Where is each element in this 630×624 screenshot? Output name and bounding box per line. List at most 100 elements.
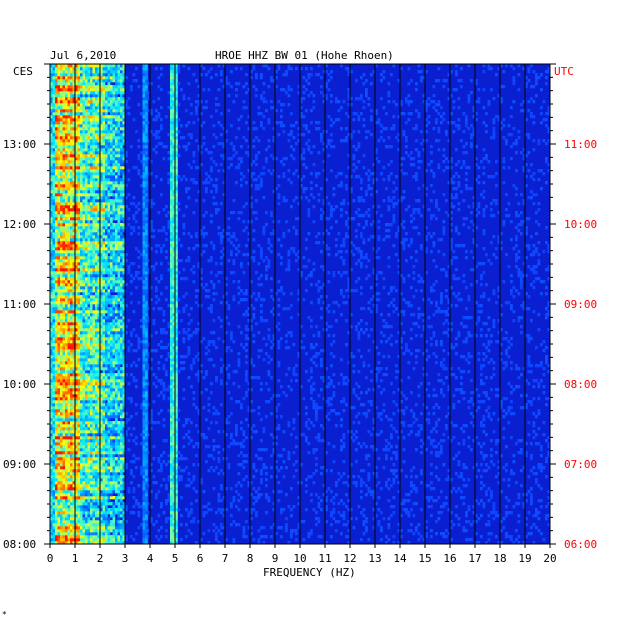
spectrogram-cell: [107, 328, 111, 332]
spectrogram-cell: [490, 448, 493, 452]
spectrogram-cell: [75, 394, 78, 398]
spectrogram-cell: [80, 403, 83, 407]
spectrogram-cell: [117, 319, 121, 323]
spectrogram-cell: [87, 442, 91, 446]
spectrogram-cell: [385, 541, 388, 545]
spectrogram-cell: [455, 505, 458, 509]
spectrogram-cell: [85, 352, 88, 356]
spectrogram-cell: [457, 475, 461, 479]
spectrogram-cell: [157, 514, 161, 518]
spectrogram-cell: [50, 367, 53, 371]
spectrogram-cell: [157, 460, 161, 464]
spectrogram-cell: [110, 397, 113, 401]
spectrogram-cell: [397, 490, 401, 494]
spectrogram-cell: [105, 421, 108, 425]
spectrogram-cell: [280, 535, 283, 539]
spectrogram-cell: [95, 484, 98, 488]
spectrogram-cell: [165, 370, 168, 374]
spectrogram-cell: [115, 451, 118, 455]
spectrogram-cell: [252, 316, 256, 320]
spectrogram-cell: [170, 445, 173, 449]
spectrogram-cell: [412, 466, 416, 470]
spectrogram-cell: [145, 316, 148, 320]
spectrogram-cell: [532, 385, 536, 389]
spectrogram-cell: [522, 406, 526, 410]
spectrogram-cell: [182, 340, 186, 344]
spectrogram-cell: [187, 529, 191, 533]
spectrogram-cell: [72, 523, 76, 527]
spectrogram-cell: [50, 487, 53, 491]
spectrogram-cell: [100, 487, 103, 491]
spectrogram-cell: [110, 391, 113, 395]
spectrogram-cell: [532, 421, 536, 425]
spectrogram-cell: [510, 436, 513, 440]
spectrogram-cell: [75, 526, 78, 530]
spectrogram-cell: [297, 496, 301, 500]
spectrogram-cell: [72, 439, 76, 443]
spectrogram-cell: [327, 400, 331, 404]
spectrogram-cell: [175, 487, 178, 491]
spectrogram-cell: [230, 436, 233, 440]
spectrogram-cell: [332, 340, 336, 344]
spectrogram-cell: [497, 418, 501, 422]
spectrogram-cell: [442, 364, 446, 368]
spectrogram-cell: [122, 508, 126, 512]
spectrogram-cell: [95, 412, 98, 416]
spectrogram-cell: [170, 523, 173, 527]
spectrogram-cell: [65, 451, 68, 455]
spectrogram-cell: [77, 352, 81, 356]
spectrogram-cell: [375, 484, 378, 488]
spectrogram-cell: [87, 451, 91, 455]
spectrogram-cell: [80, 526, 83, 530]
spectrogram-cell: [87, 454, 91, 458]
spectrogram-cell: [95, 334, 98, 338]
spectrogram-cell: [97, 511, 101, 515]
spectrogram-cell: [87, 337, 91, 341]
spectrogram-cell: [72, 331, 76, 335]
spectrogram-cell: [52, 490, 56, 494]
spectrogram-cell: [50, 322, 53, 326]
spectrogram-cell: [142, 397, 146, 401]
spectrogram-cell: [60, 517, 63, 521]
spectrogram-cell: [57, 394, 61, 398]
spectrogram-cell: [547, 445, 551, 449]
spectrogram-cell: [85, 325, 88, 329]
spectrogram-cell: [182, 367, 186, 371]
spectrogram-cell: [487, 340, 491, 344]
spectrogram-cell: [355, 325, 358, 329]
spectrogram-cell: [355, 484, 358, 488]
spectrogram-cell: [422, 325, 426, 329]
spectrogram-cell: [422, 403, 426, 407]
spectrogram-cell: [490, 376, 493, 380]
spectrogram-cell: [110, 454, 113, 458]
spectrogram-cell: [530, 502, 533, 506]
spectrogram-cell: [107, 358, 111, 362]
spectrogram-cell: [362, 523, 366, 527]
spectrogram-cell: [67, 412, 71, 416]
spectrogram-cell: [142, 448, 146, 452]
spectrogram-cell: [105, 418, 108, 422]
spectrogram-cell: [105, 517, 108, 521]
spectrogram-cell: [122, 313, 126, 317]
spectrogram-cell: [95, 343, 98, 347]
spectrogram-cell: [80, 388, 83, 392]
spectrogram-cell: [385, 454, 388, 458]
spectrogram-cell: [100, 352, 103, 356]
spectrogram-cell: [345, 343, 348, 347]
spectrogram-cell: [57, 385, 61, 389]
spectrogram-cell: [172, 316, 176, 320]
spectrogram-cell: [365, 412, 368, 416]
spectrogram-cell: [277, 403, 281, 407]
spectrogram-cell: [205, 373, 208, 377]
spectrogram-cell: [470, 400, 473, 404]
spectrogram-cell: [207, 343, 211, 347]
spectrogram-cell: [105, 319, 108, 323]
spectrogram-cell: [415, 526, 418, 530]
spectrogram-cell: [107, 463, 111, 467]
spectrogram-cell: [455, 337, 458, 341]
spectrogram-cell: [112, 409, 116, 413]
spectrogram-cell: [142, 379, 146, 383]
spectrogram-cell: [495, 475, 498, 479]
spectrogram-cell: [435, 310, 438, 314]
spectrogram-cell: [77, 538, 81, 542]
